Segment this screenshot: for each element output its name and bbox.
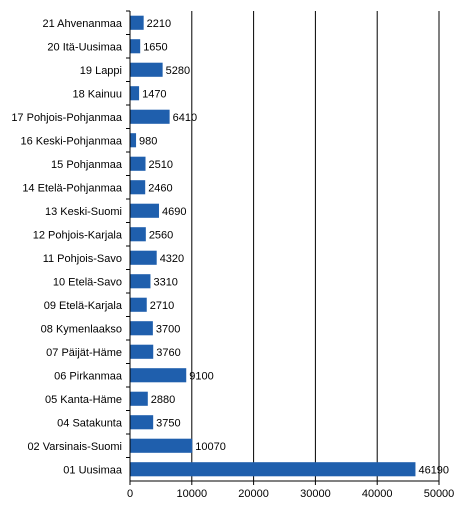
bar bbox=[130, 321, 153, 336]
x-tick-label: 30000 bbox=[300, 488, 331, 500]
data-label: 2510 bbox=[149, 159, 173, 171]
category-label: 17 Pohjois-Pohjanmaa bbox=[11, 112, 123, 124]
category-label: 12 Pohjois-Karjala bbox=[33, 229, 123, 241]
data-label: 3700 bbox=[156, 323, 180, 335]
data-label: 46190 bbox=[418, 464, 449, 476]
data-label: 5280 bbox=[166, 65, 190, 77]
category-label: 11 Pohjois-Savo bbox=[43, 253, 122, 265]
x-tick-label: 10000 bbox=[177, 488, 208, 500]
bar bbox=[130, 180, 146, 195]
x-tick-label: 40000 bbox=[362, 488, 393, 500]
category-label: 19 Lappi bbox=[80, 65, 122, 77]
bar bbox=[130, 203, 159, 218]
labels: 0 10000 20000 30000 40000 50000 21 Ahvenanmaa 2… bbox=[11, 18, 454, 500]
bar bbox=[130, 462, 416, 477]
data-label: 4320 bbox=[160, 253, 184, 265]
bar bbox=[130, 415, 154, 430]
bar bbox=[130, 227, 146, 242]
category-label: 06 Pirkanmaa bbox=[54, 370, 123, 382]
bar bbox=[130, 133, 137, 148]
category-label: 14 Etelä-Pohjanmaa bbox=[22, 182, 123, 194]
data-label: 1470 bbox=[142, 88, 166, 100]
data-label: 2460 bbox=[148, 182, 172, 194]
axes bbox=[126, 10, 440, 485]
x-tick-label: 0 bbox=[127, 488, 133, 500]
bar bbox=[130, 109, 170, 124]
data-label: 1650 bbox=[143, 41, 167, 53]
bar bbox=[130, 391, 148, 406]
bar bbox=[130, 250, 157, 265]
data-label: 2880 bbox=[151, 394, 175, 406]
bar bbox=[130, 297, 147, 312]
bar bbox=[130, 368, 187, 383]
category-label: 07 Päijät-Häme bbox=[46, 347, 122, 359]
bar bbox=[130, 62, 163, 77]
data-label: 3760 bbox=[156, 347, 180, 359]
category-label: 13 Keski-Suomi bbox=[45, 206, 122, 218]
data-label: 4690 bbox=[162, 206, 186, 218]
data-label: 2560 bbox=[149, 229, 173, 241]
data-label: 2710 bbox=[150, 300, 174, 312]
category-label: 04 Satakunta bbox=[57, 417, 123, 429]
x-tick-label: 50000 bbox=[424, 488, 455, 500]
gridlines bbox=[191, 11, 440, 481]
category-label: 20 Itä-Uusimaa bbox=[47, 41, 122, 53]
data-label: 3310 bbox=[153, 276, 177, 288]
category-label: 01 Uusimaa bbox=[63, 464, 123, 476]
category-label: 21 Ahvenanmaa bbox=[42, 18, 122, 30]
category-label: 18 Kainuu bbox=[72, 88, 122, 100]
category-label: 10 Etelä-Savo bbox=[53, 276, 122, 288]
bar bbox=[130, 39, 141, 54]
bar bbox=[130, 438, 193, 453]
category-label: 08 Kymenlaakso bbox=[41, 323, 122, 335]
category-label: 15 Pohjanmaa bbox=[51, 159, 123, 171]
bar bbox=[130, 86, 140, 101]
bars bbox=[130, 15, 416, 477]
bar bbox=[130, 274, 151, 289]
data-label: 2210 bbox=[147, 18, 171, 30]
category-label: 16 Keski-Pohjanmaa bbox=[20, 135, 122, 147]
data-label: 980 bbox=[139, 135, 157, 147]
bar bbox=[130, 156, 146, 171]
bar bbox=[130, 15, 144, 30]
category-label: 09 Etelä-Karjala bbox=[44, 300, 123, 312]
category-label: 02 Varsinais-Suomi bbox=[27, 441, 122, 453]
x-tick-label: 20000 bbox=[238, 488, 269, 500]
data-label: 9100 bbox=[189, 370, 213, 382]
data-label: 10070 bbox=[195, 441, 226, 453]
bar bbox=[130, 344, 154, 359]
data-label: 6410 bbox=[173, 112, 197, 124]
data-label: 3750 bbox=[156, 417, 180, 429]
category-label: 05 Kanta-Häme bbox=[45, 394, 122, 406]
